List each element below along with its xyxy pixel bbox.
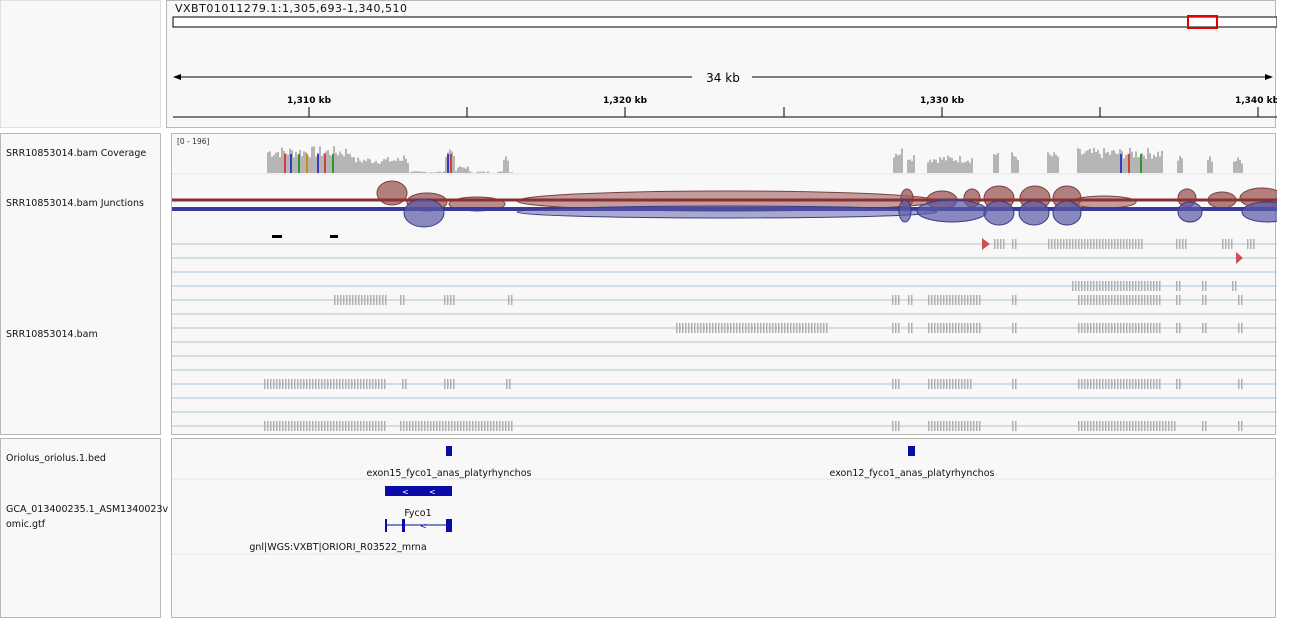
ruler-ticks: [308, 107, 1259, 117]
junction-arc[interactable]: [1071, 195, 1137, 209]
gene-label: Fyco1: [404, 508, 431, 519]
gene-feature-fyco1[interactable]: [385, 486, 452, 496]
bed-feature-exon12[interactable]: [908, 446, 915, 456]
feature-tracks-panel[interactable]: exon15_fyco1_anas_platyrhynchos exon12_f…: [171, 438, 1277, 619]
junctions-track-name[interactable]: SRR10853014.bam Junctions: [6, 198, 144, 209]
junction-arc[interactable]: [403, 198, 445, 228]
transcript-exon[interactable]: [385, 519, 387, 532]
junction-arc[interactable]: [1018, 200, 1050, 226]
ruler-svg[interactable]: 34 kb 1,310 kb 1,320 kb 1,330 kb 1,340 k…: [167, 1, 1277, 129]
junction-arc[interactable]: [898, 199, 912, 223]
data-tracks-svg[interactable]: [0 - 196]: [172, 134, 1277, 436]
tick-label-1: 1,310 kb: [287, 96, 332, 106]
tick-label-4: 1,340 kb: [1235, 96, 1277, 106]
junction-arc[interactable]: [1052, 200, 1082, 226]
coverage-range-label: [0 - 196]: [177, 137, 209, 146]
transcript-label: gnl|WGS:VXBT|ORIORI_R03522_mrna: [249, 542, 426, 553]
junction-arc[interactable]: [1177, 201, 1203, 223]
chromosome-ideogram[interactable]: [172, 16, 1277, 28]
bed-track-name[interactable]: Oriolus_oriolus.1.bed: [6, 453, 106, 464]
junction-arc[interactable]: [916, 199, 988, 223]
coverage-histogram[interactable]: [267, 146, 1243, 173]
junction-arc[interactable]: [1241, 201, 1277, 223]
coverage-track-name[interactable]: SRR10853014.bam Coverage: [6, 148, 147, 159]
alignment-track-name[interactable]: SRR10853014.bam: [6, 329, 98, 340]
bed-feature-label-exon15: exon15_fyco1_anas_platyrhynchos: [367, 468, 532, 479]
transcript-strand-chevron-icon: <: [420, 522, 427, 531]
span-arrow-left-head: [173, 74, 181, 80]
transcript-exon[interactable]: [446, 519, 452, 532]
gtf-track-name-line2[interactable]: omic.gtf: [6, 519, 46, 530]
data-track-name-panel: SRR10853014.bam Coverage SRR10853014.bam…: [0, 133, 161, 435]
junctions-track[interactable]: [172, 180, 1277, 228]
gene-strand-chevron-icon: <: [429, 488, 436, 497]
locus-label: VXBT01011279.1:1,305,693-1,340,510: [175, 2, 408, 15]
tick-label-3: 1,330 kb: [920, 96, 965, 106]
span-arrow-right-head: [1265, 74, 1273, 80]
bed-feature-exon15[interactable]: [446, 446, 452, 456]
span-label: 34 kb: [706, 71, 740, 85]
bed-feature-label-exon12: exon12_fyco1_anas_platyrhynchos: [830, 468, 995, 479]
junction-arc[interactable]: [516, 205, 938, 219]
junction-arc[interactable]: [983, 200, 1015, 226]
alignment-reads[interactable]: [172, 235, 1277, 431]
gene-strand-chevron-icon: <: [402, 488, 409, 497]
transcript-exon[interactable]: [402, 519, 405, 532]
data-tracks-panel[interactable]: [0 - 196]: [171, 133, 1277, 436]
tick-label-2: 1,320 kb: [603, 96, 648, 106]
feature-track-name-panel: Oriolus_oriolus.1.bed GCA_013400235.1_AS…: [0, 438, 168, 618]
ruler-panel: VXBT01011279.1:1,305,693-1,340,510 34 kb…: [166, 0, 1277, 129]
ruler-name-panel: [0, 0, 161, 128]
gtf-track-name-line1[interactable]: GCA_013400235.1_ASM1340023v: [6, 504, 169, 515]
feature-tracks-svg[interactable]: exon15_fyco1_anas_platyrhynchos exon12_f…: [172, 439, 1277, 619]
viewport-box[interactable]: [1187, 15, 1218, 29]
